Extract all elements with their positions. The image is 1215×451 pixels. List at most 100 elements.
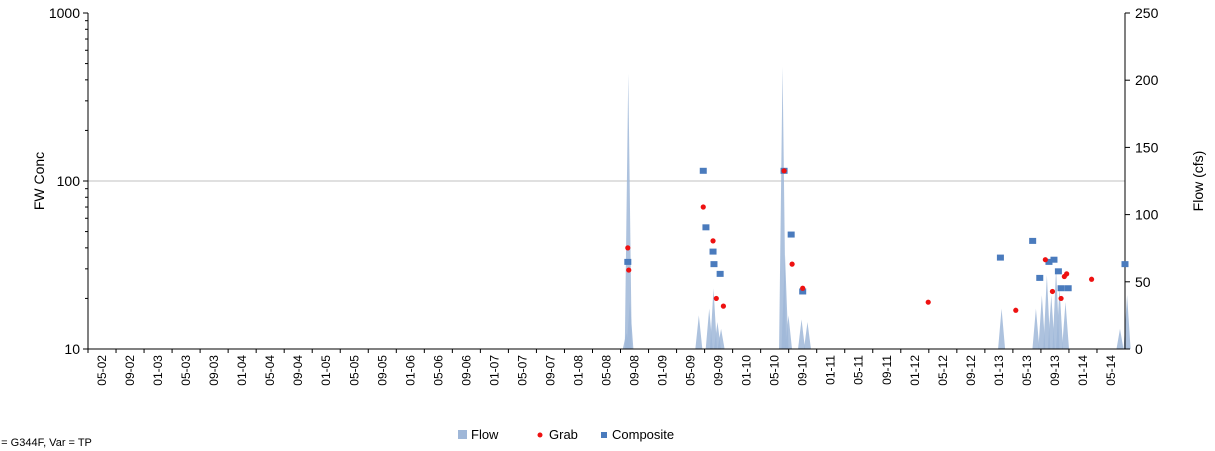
grab-point: [781, 168, 787, 174]
x-tick-label: 09-05: [375, 355, 389, 386]
grab-point: [800, 285, 806, 291]
y-left-tick-label: 10: [64, 341, 80, 357]
x-tick-label: 09-09: [712, 355, 726, 386]
y-right-tick-label: 0: [1135, 341, 1143, 357]
legend-grab-label: Grab: [549, 427, 578, 442]
composite-point: [709, 248, 717, 255]
grab-point: [789, 261, 795, 267]
flow-peak: [781, 254, 789, 349]
composite-point: [710, 261, 718, 268]
composite-series: [624, 167, 1129, 295]
legend-flow-swatch: [458, 430, 467, 439]
x-tick-label: 01-14: [1076, 355, 1090, 386]
y-left-tick-label: 100: [57, 173, 81, 189]
y-left-tick-label: 1000: [49, 5, 80, 21]
y-right-tick-label: 250: [1135, 5, 1159, 21]
composite-point: [702, 224, 710, 231]
grab-point: [1064, 271, 1070, 277]
composite-point: [624, 258, 632, 265]
composite-point: [699, 167, 707, 174]
x-tick-label: 01-06: [403, 355, 417, 386]
x-tick-label: 05-08: [600, 355, 614, 386]
x-tick-label: 05-07: [515, 355, 529, 386]
grab-point: [1088, 276, 1095, 282]
flow-peak: [784, 315, 792, 349]
axis-labels: 10 100 1000 0 50 100 150 200 250 05-02 09-02 01-03 0…: [31, 5, 1206, 386]
grab-point: [1042, 257, 1048, 263]
composite-point: [1045, 258, 1053, 265]
x-tick-label: 01-03: [151, 355, 165, 386]
flow-peak: [1056, 288, 1064, 349]
grab-point: [710, 238, 716, 244]
x-tick-label: 01-13: [992, 355, 1006, 386]
x-tick-label: 01-09: [656, 355, 670, 386]
flow-peak: [798, 319, 806, 349]
grab-point: [625, 245, 631, 251]
legend-grab-marker: [537, 432, 543, 438]
y-right-tick-label: 100: [1135, 207, 1159, 223]
legend-composite-label: Composite: [612, 427, 674, 442]
chart-caption: e = G344F, Var = TP: [0, 437, 92, 449]
x-tick-label: 01-05: [319, 355, 333, 386]
x-tick-label: 05-02: [95, 355, 109, 386]
flow-peak: [1043, 275, 1051, 349]
grab-series: [625, 168, 1095, 313]
x-tick-label: 05-03: [179, 355, 193, 386]
flow-peak: [717, 328, 725, 349]
flow-peak: [998, 308, 1006, 349]
composite-point: [1121, 261, 1129, 268]
composite-point: [716, 270, 724, 277]
x-tick-label: 05-12: [936, 355, 950, 386]
x-tick-label: 05-09: [684, 355, 698, 386]
y-right-axis-title: Flow (cfs): [1190, 151, 1206, 212]
x-tick-label: 05-05: [347, 355, 361, 386]
x-tick-label: 01-07: [487, 355, 501, 386]
grab-point: [626, 267, 632, 273]
composite-point: [787, 231, 795, 238]
composite-point: [1050, 256, 1058, 263]
x-tick-label: 05-06: [431, 355, 445, 386]
composite-point: [996, 254, 1004, 261]
x-tick-label: 01-08: [571, 355, 585, 386]
flow-peak: [624, 73, 632, 349]
x-tick-label: 05-14: [1104, 355, 1118, 386]
x-tick-label: 09-10: [796, 355, 810, 386]
x-tick-label: 05-04: [263, 355, 277, 386]
grab-point: [925, 299, 931, 305]
flow-peak: [626, 301, 634, 349]
y-right-tick-label: 150: [1135, 139, 1159, 155]
x-tick-label: 05-11: [852, 355, 866, 385]
x-tick-label: 01-11: [824, 355, 838, 385]
x-tick-label: 01-04: [235, 355, 249, 386]
flow-peak: [1062, 301, 1069, 349]
legend: Flow Grab Composite: [458, 427, 674, 442]
composite-point: [1057, 285, 1065, 292]
composite-point: [1054, 268, 1062, 275]
axes: [83, 12, 1130, 353]
grab-point: [713, 295, 719, 302]
y-right-tick-label: 200: [1135, 72, 1159, 88]
x-tick-label: 05-13: [1020, 355, 1034, 386]
composite-point: [799, 288, 807, 295]
flow-peak: [695, 315, 703, 349]
x-tick-label: 05-10: [768, 355, 782, 386]
grab-point: [700, 204, 706, 210]
flow-peak: [803, 322, 811, 349]
composite-point: [1064, 285, 1072, 292]
composite-point: [1036, 274, 1044, 281]
flow-peak: [1047, 295, 1055, 349]
grab-point: [1013, 307, 1019, 313]
y-left-axis-title: FW Conc: [31, 152, 47, 210]
legend-flow-label: Flow: [471, 427, 499, 442]
flow-series: [622, 66, 1131, 349]
grab-point: [720, 303, 727, 309]
flow-peak: [1038, 295, 1046, 349]
x-tick-label: 09-04: [291, 355, 305, 386]
x-tick-label: 09-13: [1048, 355, 1062, 386]
y-right-tick-label: 50: [1135, 274, 1151, 290]
grab-point: [1058, 295, 1064, 302]
x-tick-label: 09-02: [123, 355, 137, 386]
x-tick-label: 09-08: [628, 355, 642, 386]
x-tick-label: 09-12: [964, 355, 978, 386]
